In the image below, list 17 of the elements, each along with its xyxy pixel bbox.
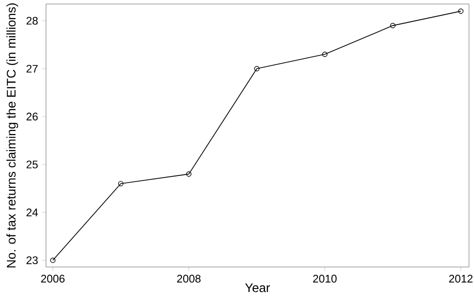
- x-tick-label: 2010: [313, 274, 337, 283]
- point: [390, 22, 396, 28]
- x-tick-label: 2006: [41, 274, 65, 283]
- y-tick-label: 26: [26, 112, 38, 120]
- x-tick-label: 2008: [177, 274, 201, 283]
- y-axis-title: No. of tax returns claiming the EITC (in millions): [6, 3, 18, 268]
- x-tick-label: 2012: [449, 274, 473, 283]
- point: [186, 171, 192, 177]
- point: [254, 66, 260, 72]
- y-tick-label: 27: [26, 64, 38, 73]
- y-tick-label: 24: [26, 208, 38, 216]
- point: [322, 52, 328, 57]
- point: [118, 180, 124, 186]
- x-axis-title: Year: [245, 283, 270, 292]
- y-tick-label: 28: [26, 16, 38, 25]
- y-tick-label: 23: [26, 256, 38, 264]
- y-tick-label: 25: [26, 160, 38, 168]
